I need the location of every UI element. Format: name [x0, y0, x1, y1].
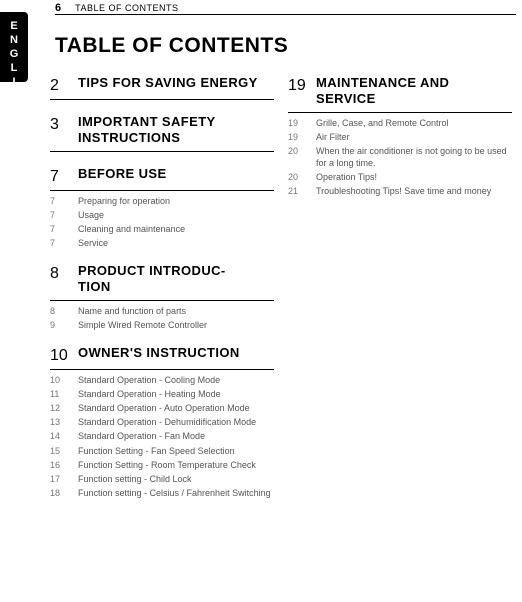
toc-entry: 20When the air conditioner is not going …: [288, 145, 512, 169]
header-page-number: 6: [55, 2, 61, 14]
toc-entry-page: 20: [288, 171, 316, 182]
toc-entry-text: Troubleshooting Tips! Save time and mone…: [316, 185, 512, 197]
toc-section-title: OWNER'S INSTRUCTION: [78, 345, 274, 361]
toc-entry-page: 10: [50, 374, 78, 385]
toc-section-title: BEFORE USE: [78, 166, 274, 182]
language-tab: ENGLISH: [0, 12, 28, 82]
toc-entry: 16Function Setting - Room Temperature Ch…: [50, 459, 274, 471]
toc-entry: 7Cleaning and maintenance: [50, 223, 274, 235]
toc-section-head: 3IMPORTANT SAFETY INSTRUCTIONS: [50, 114, 274, 152]
toc-section-head: 10OWNER'S INSTRUCTION: [50, 345, 274, 370]
toc-entry-text: Function Setting - Fan Speed Selection: [78, 445, 274, 457]
toc-entry-text: Cleaning and maintenance: [78, 223, 274, 235]
toc-entry-page: 7: [50, 223, 78, 234]
toc-entry-text: Simple Wired Remote Controller: [78, 319, 274, 331]
page-header: 6 TABLE OF CONTENTS: [55, 2, 516, 15]
toc-entry-text: Usage: [78, 209, 274, 221]
toc-entry-text: Standard Operation - Cooling Mode: [78, 374, 274, 386]
toc-section: 19MAINTENANCE AND SERVICE19Grille, Case,…: [288, 75, 512, 197]
toc-entry-page: 20: [288, 145, 316, 156]
toc-entry-text: Function setting - Child Lock: [78, 473, 274, 485]
header-label: TABLE OF CONTENTS: [75, 3, 178, 13]
toc-entry-page: 11: [50, 388, 78, 399]
toc-section: 2TIPS FOR SAVING ENERGY: [50, 75, 274, 100]
toc-section-title: MAINTENANCE AND SERVICE: [316, 75, 512, 108]
toc-entry-page: 9: [50, 319, 78, 330]
toc-entry-page: 14: [50, 430, 78, 441]
toc-entry-text: Operation Tips!: [316, 171, 512, 183]
toc-entry: 13Standard Operation - Dehumidification …: [50, 416, 274, 428]
toc-entry-page: 13: [50, 416, 78, 427]
language-tab-label: ENGLISH: [8, 20, 20, 118]
toc-entry: 7Usage: [50, 209, 274, 221]
toc-entry-page: 19: [288, 131, 316, 142]
toc-entry: 19Grille, Case, and Remote Control: [288, 117, 512, 129]
toc-entry-page: 7: [50, 237, 78, 248]
toc-section-title: IMPORTANT SAFETY INSTRUCTIONS: [78, 114, 274, 147]
toc-entry: 7Preparing for operation: [50, 195, 274, 207]
toc-section-title: PRODUCT INTRODUC-TION: [78, 263, 274, 296]
toc-column-right: 19MAINTENANCE AND SERVICE19Grille, Case,…: [288, 75, 512, 513]
toc-entry: 21Troubleshooting Tips! Save time and mo…: [288, 185, 512, 197]
toc-entry: 9Simple Wired Remote Controller: [50, 319, 274, 331]
toc-section: 10OWNER'S INSTRUCTION10Standard Operatio…: [50, 345, 274, 499]
toc-section-title: TIPS FOR SAVING ENERGY: [78, 75, 274, 91]
toc-entry: 18Function setting - Celsius / Fahrenhei…: [50, 487, 274, 499]
toc-entry: 17Function setting - Child Lock: [50, 473, 274, 485]
toc-entry-text: Function setting - Celsius / Fahrenheit …: [78, 487, 274, 499]
toc-entry-text: Name and function of parts: [78, 305, 274, 317]
toc-entry-text: Standard Operation - Auto Operation Mode: [78, 402, 274, 414]
toc-entry-page: 21: [288, 185, 316, 196]
toc-entry-page: 7: [50, 209, 78, 220]
toc-entry-text: Service: [78, 237, 274, 249]
toc-entry: 20Operation Tips!: [288, 171, 512, 183]
toc-section-head: 2TIPS FOR SAVING ENERGY: [50, 75, 274, 100]
toc-entry-text: Air Filter: [316, 131, 512, 143]
toc-section-page: 8: [50, 263, 78, 283]
toc-entry-text: When the air conditioner is not going to…: [316, 145, 512, 169]
toc-entry-page: 7: [50, 195, 78, 206]
page-title: TABLE OF CONTENTS: [55, 34, 288, 58]
toc-entry: 8Name and function of parts: [50, 305, 274, 317]
toc-section-head: 7BEFORE USE: [50, 166, 274, 191]
toc-section-page: 10: [50, 345, 78, 365]
toc-entry-text: Standard Operation - Heating Mode: [78, 388, 274, 400]
toc-entry-text: Function Setting - Room Temperature Chec…: [78, 459, 274, 471]
toc-section: 8PRODUCT INTRODUC-TION8Name and function…: [50, 263, 274, 331]
toc-column-left: 2TIPS FOR SAVING ENERGY 3IMPORTANT SAFETY…: [50, 75, 274, 513]
toc-section-page: 3: [50, 114, 78, 134]
toc-section: 7BEFORE USE7Preparing for operation7Usag…: [50, 166, 274, 250]
toc-section: 3IMPORTANT SAFETY INSTRUCTIONS: [50, 114, 274, 152]
toc-section-head: 8PRODUCT INTRODUC-TION: [50, 263, 274, 301]
toc-entry: 7Service: [50, 237, 274, 249]
toc-entry-text: Preparing for operation: [78, 195, 274, 207]
toc-entry: 14Standard Operation - Fan Mode: [50, 430, 274, 442]
toc-entry: 19Air Filter: [288, 131, 512, 143]
toc-section-page: 19: [288, 75, 316, 95]
toc-entry-page: 18: [50, 487, 78, 498]
toc-section-page: 7: [50, 166, 78, 186]
toc-columns: 2TIPS FOR SAVING ENERGY 3IMPORTANT SAFETY…: [50, 75, 512, 513]
toc-entry-page: 15: [50, 445, 78, 456]
toc-entry-page: 16: [50, 459, 78, 470]
toc-entry-page: 17: [50, 473, 78, 484]
toc-entry: 15Function Setting - Fan Speed Selection: [50, 445, 274, 457]
toc-entry-text: Standard Operation - Dehumidification Mo…: [78, 416, 274, 428]
toc-entry-page: 12: [50, 402, 78, 413]
toc-section-page: 2: [50, 75, 78, 95]
toc-section-head: 19MAINTENANCE AND SERVICE: [288, 75, 512, 113]
toc-entry-page: 8: [50, 305, 78, 316]
toc-entry-text: Grille, Case, and Remote Control: [316, 117, 512, 129]
toc-entry: 12Standard Operation - Auto Operation Mo…: [50, 402, 274, 414]
toc-entry-text: Standard Operation - Fan Mode: [78, 430, 274, 442]
toc-entry: 11Standard Operation - Heating Mode: [50, 388, 274, 400]
toc-entry: 10Standard Operation - Cooling Mode: [50, 374, 274, 386]
toc-entry-page: 19: [288, 117, 316, 128]
